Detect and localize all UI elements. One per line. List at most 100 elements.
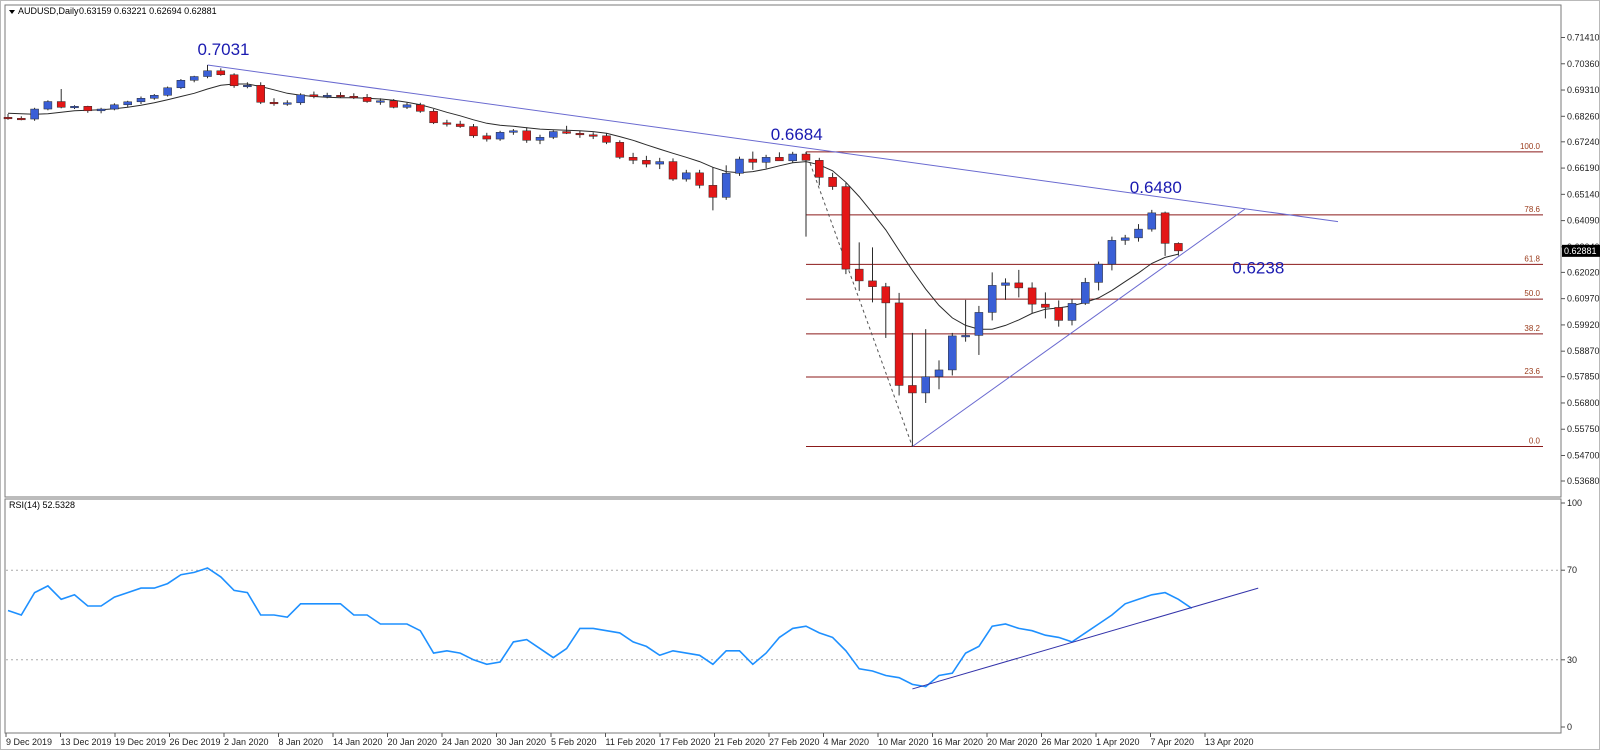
bull-candle [203, 65, 212, 79]
bear-candle [482, 132, 492, 142]
bear-candle [1174, 242, 1183, 256]
bear-candle [469, 124, 478, 138]
candle-body [150, 95, 159, 99]
bear-candle [615, 140, 625, 160]
bull-candle [921, 329, 930, 403]
bear-candle [522, 127, 531, 143]
bull-candle [243, 82, 252, 89]
candle-body [362, 97, 372, 102]
time-tick-label: 16 Mar 2020 [933, 737, 984, 747]
candle-body [948, 335, 957, 371]
bear-candle [1054, 300, 1063, 327]
candle-body [349, 96, 359, 99]
candle-body [908, 385, 917, 394]
time-tick-label: 24 Jan 2020 [442, 737, 492, 747]
bear-candle [455, 120, 465, 128]
price-tick-label: 0.68260 [1567, 111, 1600, 121]
bull-candle [1134, 224, 1143, 242]
bear-candle [336, 92, 345, 98]
price-tick-label: 0.70360 [1567, 59, 1600, 69]
bear-candle [668, 158, 678, 181]
candle-body [17, 118, 26, 121]
bull-candle [948, 332, 957, 376]
collapse-triangle-icon[interactable] [9, 10, 15, 14]
candle-body [881, 286, 891, 304]
candle-body [868, 280, 877, 287]
bull-candle [30, 107, 39, 121]
candle-body [522, 130, 531, 141]
candle-body [921, 376, 930, 394]
bull-candle [176, 79, 186, 90]
bull-candle [655, 157, 664, 170]
candle-body [588, 134, 598, 137]
candle-body [309, 94, 319, 97]
candle-body [123, 101, 132, 106]
price-tick-label: 0.55750 [1567, 424, 1600, 434]
candle-body [336, 95, 345, 98]
candle-body [1174, 243, 1183, 252]
bear-candle [269, 98, 279, 106]
time-tick-label: 27 Feb 2020 [769, 737, 820, 747]
candle-body [934, 369, 944, 377]
bull-candle [495, 130, 505, 141]
fib-level-label: 61.8 [1524, 254, 1540, 263]
candle-body [30, 108, 39, 120]
time-tick-label: 26 Dec 2019 [170, 737, 221, 747]
bear-candle [309, 91, 319, 99]
time-tick-label: 7 Apr 2020 [1151, 737, 1195, 747]
price-tick-label: 0.64090 [1567, 216, 1600, 226]
candles-layer [3, 65, 1183, 447]
candle-body [416, 104, 425, 112]
bear-candle [748, 151, 758, 170]
bear-candle [642, 155, 651, 168]
bear-candle [695, 169, 704, 189]
candle-body [894, 302, 904, 386]
rsi-layer: 100 70 30 0 [6, 498, 1582, 732]
candle-body [961, 335, 970, 338]
candle-body [815, 160, 824, 178]
bull-candle [1081, 277, 1090, 305]
annotation-layer: 0.7031 0.6684 0.6480 0.6238 [198, 40, 1285, 277]
candle-body [389, 100, 398, 108]
candle-body [535, 137, 545, 141]
rsi-trendline [912, 587, 1259, 690]
bear-candle [429, 109, 438, 125]
time-tick-label: 8 Jan 2020 [279, 737, 324, 747]
bull-candle [1094, 261, 1103, 291]
bear-candle [628, 152, 638, 165]
bull-candle [163, 86, 172, 97]
bear-candle [854, 242, 864, 291]
time-tick-label: 13 Dec 2019 [61, 737, 112, 747]
bear-candle [602, 133, 611, 145]
price-annotation: 0.7031 [198, 40, 250, 59]
time-axis: 9 Dec 2019 13 Dec 2019 19 Dec 2019 26 Dec 2… [5, 733, 1254, 747]
candle-body [735, 158, 744, 174]
bear-candle [256, 82, 265, 105]
candle-body [376, 100, 385, 103]
candle-body [83, 106, 93, 112]
price-tick-label: 0.69310 [1567, 85, 1600, 95]
bull-candle [123, 100, 132, 108]
candle-body [721, 173, 731, 198]
bear-candle [815, 157, 824, 186]
bear-candle [83, 105, 93, 113]
candle-body [176, 80, 186, 89]
current-price-marker [1562, 244, 1600, 257]
price-tick-label: 0.62020 [1567, 267, 1600, 277]
rsi-tick-label: 30 [1567, 655, 1577, 665]
candle-body [801, 153, 811, 161]
fib-level-label: 50.0 [1524, 289, 1540, 298]
candle-body [549, 131, 558, 138]
bear-candle [708, 167, 718, 211]
fib-level-label: 23.6 [1524, 367, 1540, 376]
bear-candle [868, 247, 877, 303]
fib-level-label: 100.0 [1520, 142, 1541, 151]
price-tick-label: 0.54700 [1567, 450, 1600, 460]
time-tick-label: 19 Dec 2019 [115, 737, 166, 747]
time-tick-label: 11 Feb 2020 [606, 737, 656, 747]
bull-candle [43, 100, 53, 111]
moving-average-layer [7, 83, 1179, 330]
candle-body [761, 157, 771, 163]
bull-candle [761, 154, 771, 169]
